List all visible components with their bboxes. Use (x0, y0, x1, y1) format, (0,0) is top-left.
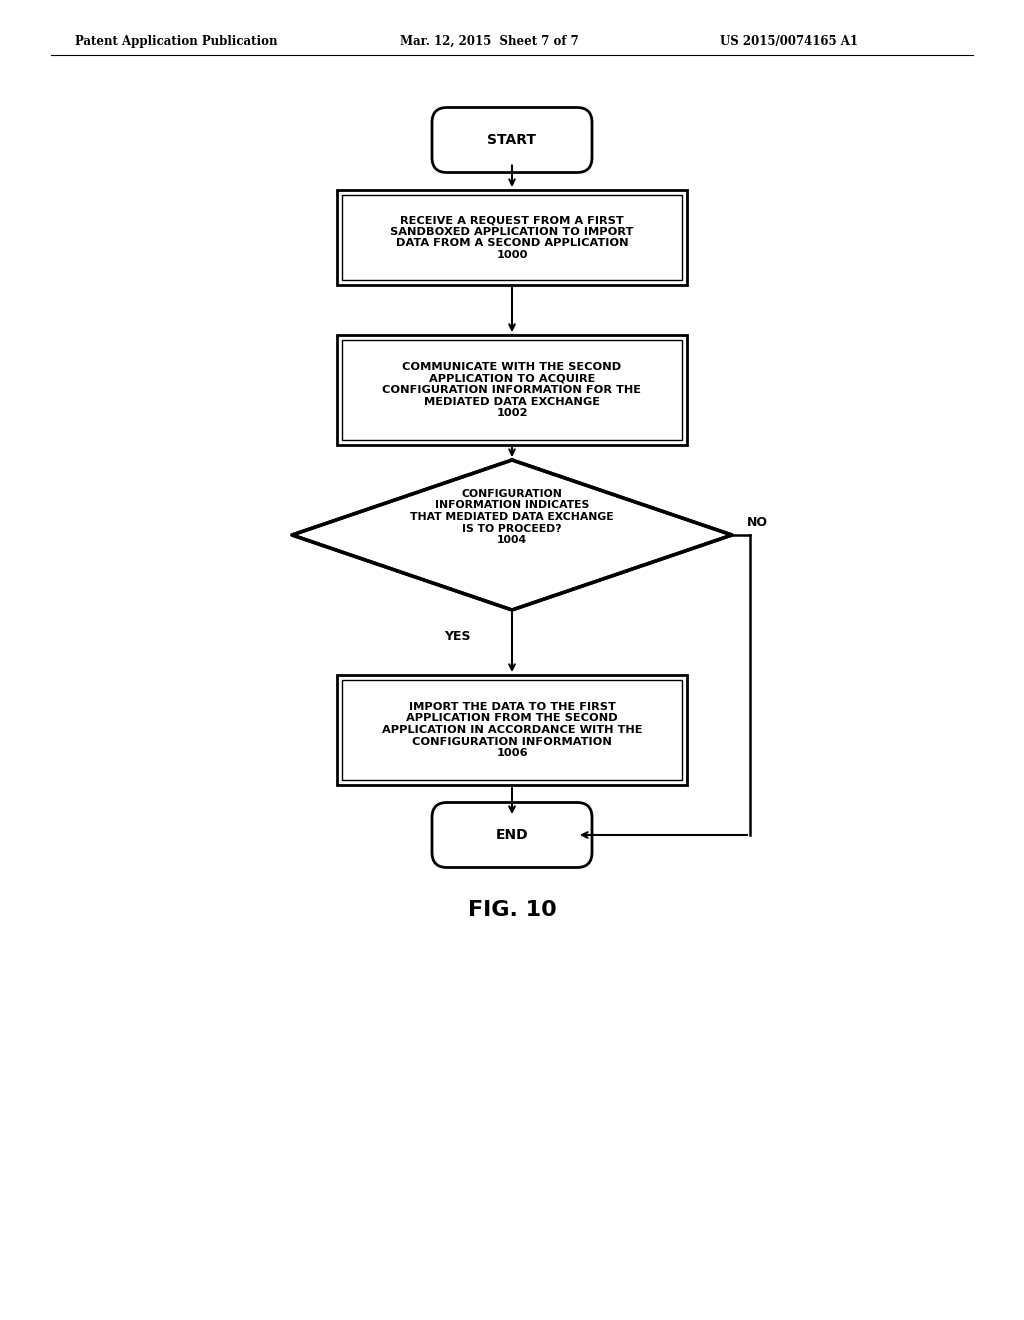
FancyBboxPatch shape (337, 190, 687, 285)
Text: START: START (487, 133, 537, 147)
Text: Mar. 12, 2015  Sheet 7 of 7: Mar. 12, 2015 Sheet 7 of 7 (400, 36, 579, 48)
Text: YES: YES (443, 630, 470, 643)
FancyBboxPatch shape (337, 675, 687, 785)
Text: IMPORT THE DATA TO THE FIRST
APPLICATION FROM THE SECOND
APPLICATION IN ACCORDAN: IMPORT THE DATA TO THE FIRST APPLICATION… (382, 702, 642, 758)
Text: END: END (496, 828, 528, 842)
Text: NO: NO (746, 516, 768, 529)
Text: US 2015/0074165 A1: US 2015/0074165 A1 (720, 36, 858, 48)
Text: Patent Application Publication: Patent Application Publication (75, 36, 278, 48)
FancyBboxPatch shape (432, 803, 592, 867)
FancyBboxPatch shape (337, 335, 687, 445)
Polygon shape (292, 459, 732, 610)
Text: RECEIVE A REQUEST FROM A FIRST
SANDBOXED APPLICATION TO IMPORT
DATA FROM A SECON: RECEIVE A REQUEST FROM A FIRST SANDBOXED… (390, 215, 634, 260)
Text: COMMUNICATE WITH THE SECOND
APPLICATION TO ACQUIRE
CONFIGURATION INFORMATION FOR: COMMUNICATE WITH THE SECOND APPLICATION … (383, 362, 641, 418)
FancyBboxPatch shape (432, 107, 592, 173)
Text: CONFIGURATION
INFORMATION INDICATES
THAT MEDIATED DATA EXCHANGE
IS TO PROCEED?
1: CONFIGURATION INFORMATION INDICATES THAT… (411, 488, 613, 545)
Text: FIG. 10: FIG. 10 (468, 900, 556, 920)
